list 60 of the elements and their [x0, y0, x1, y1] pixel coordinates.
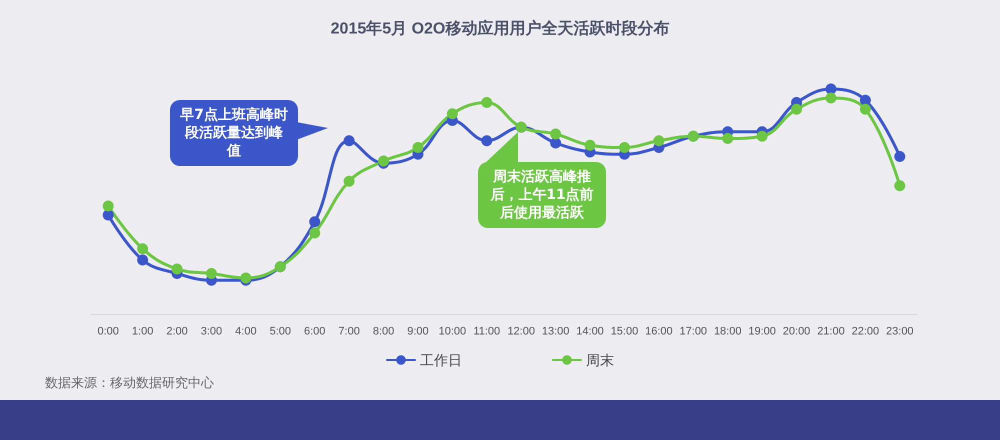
- point: [240, 272, 252, 284]
- annotation: 早7点上班高峰时段活跃量达到峰值: [170, 100, 298, 166]
- point: [102, 210, 114, 220]
- point: [894, 151, 906, 162]
- x-tick-label: 12:00: [507, 326, 535, 338]
- point: [791, 104, 802, 115]
- point: [102, 200, 114, 212]
- point: [894, 180, 906, 192]
- x-tick-label: 16:00: [645, 326, 673, 338]
- point: [550, 138, 562, 148]
- chart-title: 2015年5月 O2O移动应用用户全天活跃时段分布: [330, 18, 670, 38]
- point: [309, 216, 320, 228]
- point: [446, 108, 458, 120]
- point: [825, 84, 836, 94]
- x-tick-label: 4:00: [235, 326, 257, 338]
- x-tick-label: 0:00: [97, 326, 119, 338]
- x-tick-label: 21:00: [817, 326, 845, 338]
- point: [378, 156, 390, 166]
- point: [825, 92, 836, 104]
- x-tick-label: 10:00: [438, 326, 466, 338]
- x-tick-label: 5:00: [270, 326, 292, 338]
- x-tick-label: 6:00: [304, 326, 326, 338]
- point: [756, 130, 768, 142]
- point: [412, 142, 424, 153]
- point: [481, 97, 492, 108]
- x-tick-label: 7:00: [338, 326, 360, 338]
- point: [172, 264, 183, 274]
- x-tick-label: 18:00: [714, 326, 742, 338]
- x-tick-label: 11:00: [473, 326, 500, 338]
- x-tick-label: 13:00: [542, 326, 570, 338]
- point: [344, 135, 355, 146]
- point: [344, 176, 355, 187]
- x-tick-label: 19:00: [748, 326, 776, 338]
- x-tick-label: 8:00: [372, 326, 394, 338]
- point: [584, 140, 596, 151]
- x-tick-label: 22:00: [852, 326, 880, 338]
- source-note: 数据来源：移动数据研究中心: [45, 375, 214, 392]
- x-tick-label: 1:00: [132, 326, 154, 338]
- x-tick-label: 9:00: [407, 326, 429, 338]
- x-tick-label: 15:00: [610, 326, 638, 338]
- point: [653, 135, 664, 146]
- legend-label: 工作日: [420, 352, 462, 368]
- x-tick-label: 20:00: [782, 326, 810, 338]
- x-tick-label: 17:00: [680, 326, 708, 338]
- point: [860, 104, 871, 115]
- point: [206, 268, 217, 279]
- x-tick-label: 3:00: [200, 326, 222, 338]
- x-tick-label: 23:00: [886, 326, 914, 338]
- x-tick-label: 14:00: [576, 326, 604, 338]
- point: [722, 133, 734, 144]
- point: [137, 254, 148, 266]
- point: [618, 142, 630, 153]
- x-tick-label: 2:00: [166, 326, 188, 338]
- point: [860, 94, 871, 106]
- legend-label: 周末: [586, 352, 614, 368]
- annotation: 周末活跃高峰推后，上午11点前后使用最活跃: [478, 162, 606, 228]
- point: [137, 243, 148, 254]
- point: [309, 228, 320, 238]
- point: [550, 128, 562, 140]
- point: [481, 135, 492, 146]
